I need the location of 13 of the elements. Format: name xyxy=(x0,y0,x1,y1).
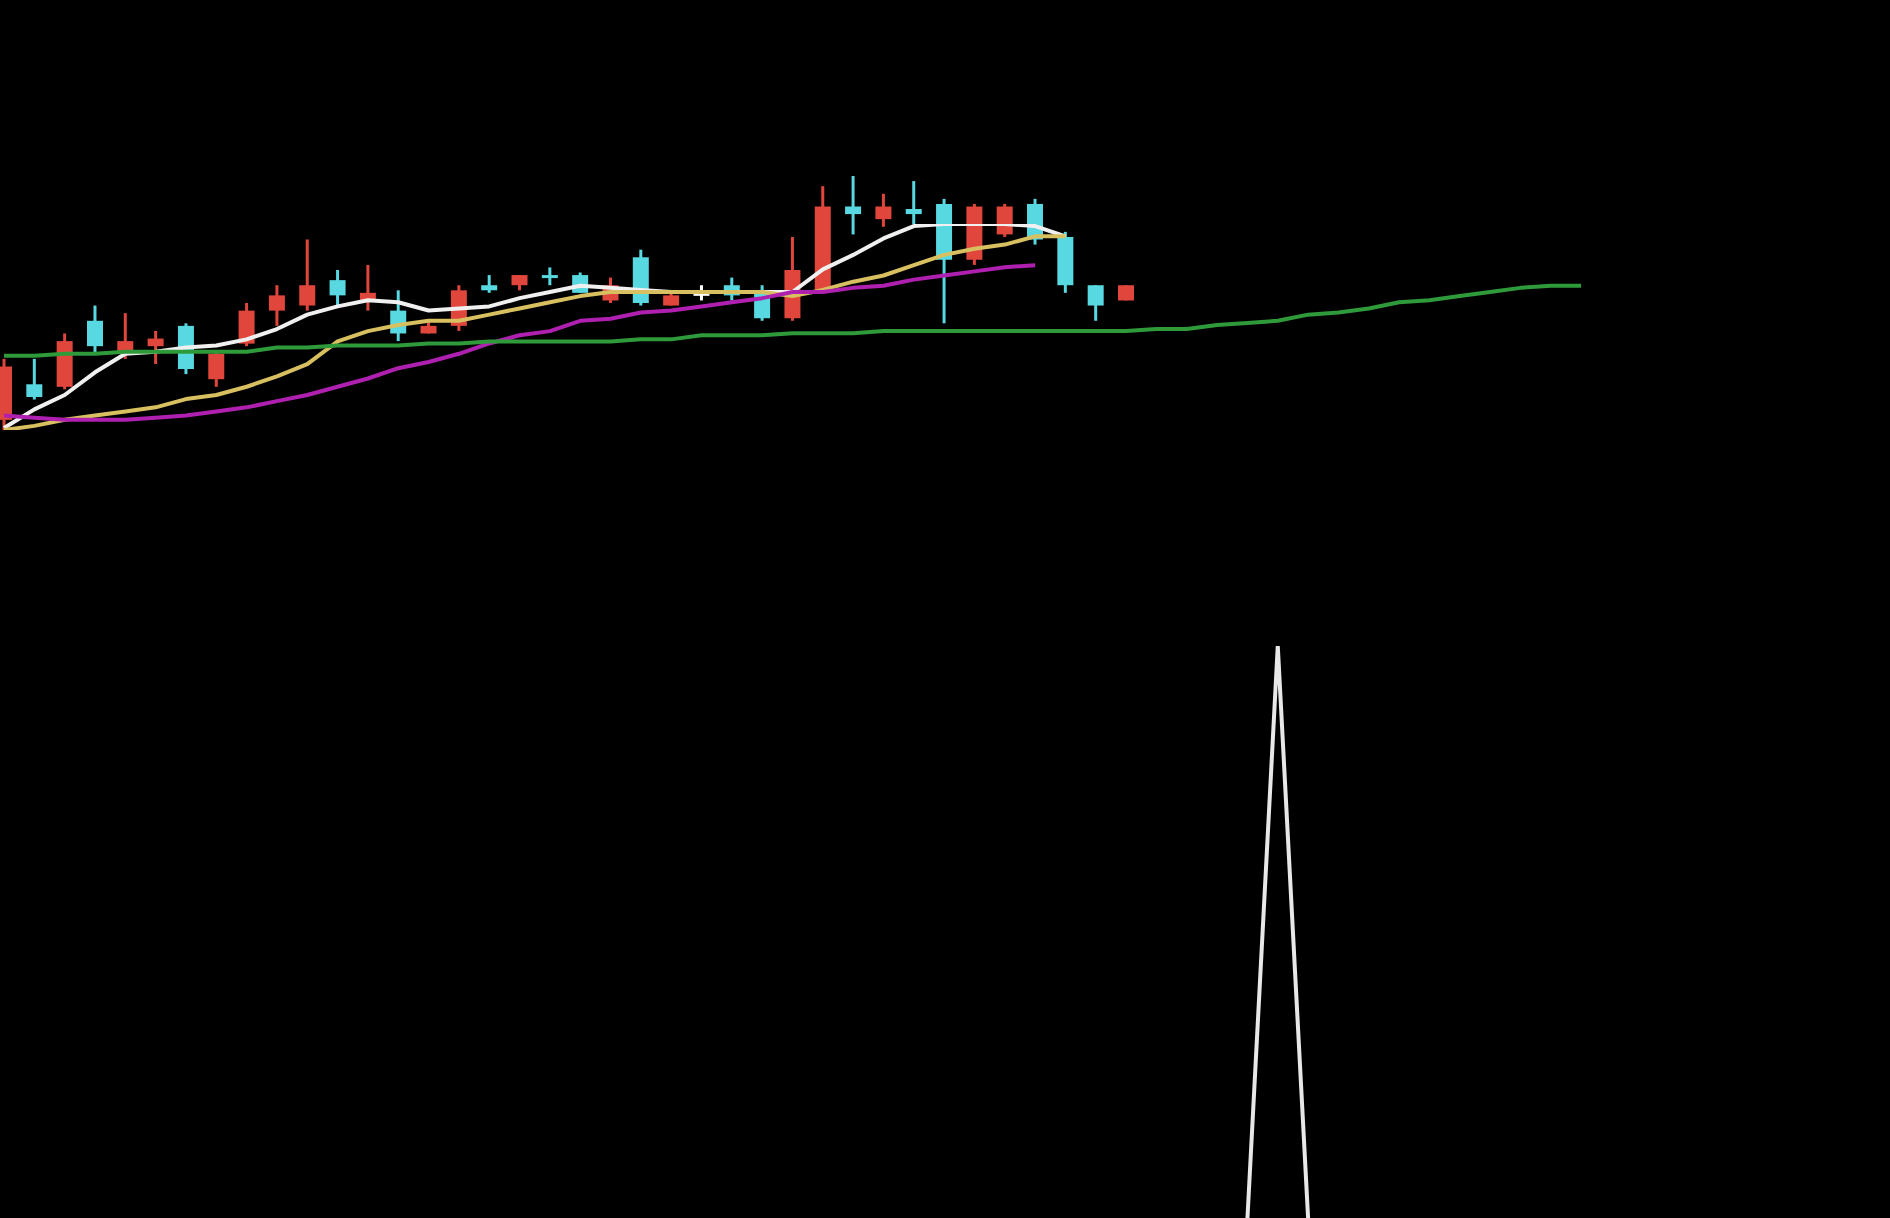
candlestick xyxy=(905,179,922,226)
candlestick xyxy=(56,331,73,391)
candlestick xyxy=(845,174,862,236)
candlestick xyxy=(268,283,285,328)
candlestick xyxy=(208,349,225,389)
candlestick xyxy=(299,238,316,313)
candlestick xyxy=(147,329,164,366)
candlestick xyxy=(26,357,43,402)
candlestick xyxy=(329,268,346,308)
candlestick xyxy=(996,202,1013,239)
candlestick xyxy=(1087,283,1104,323)
candlestick xyxy=(86,304,103,356)
candlestick xyxy=(875,192,892,229)
